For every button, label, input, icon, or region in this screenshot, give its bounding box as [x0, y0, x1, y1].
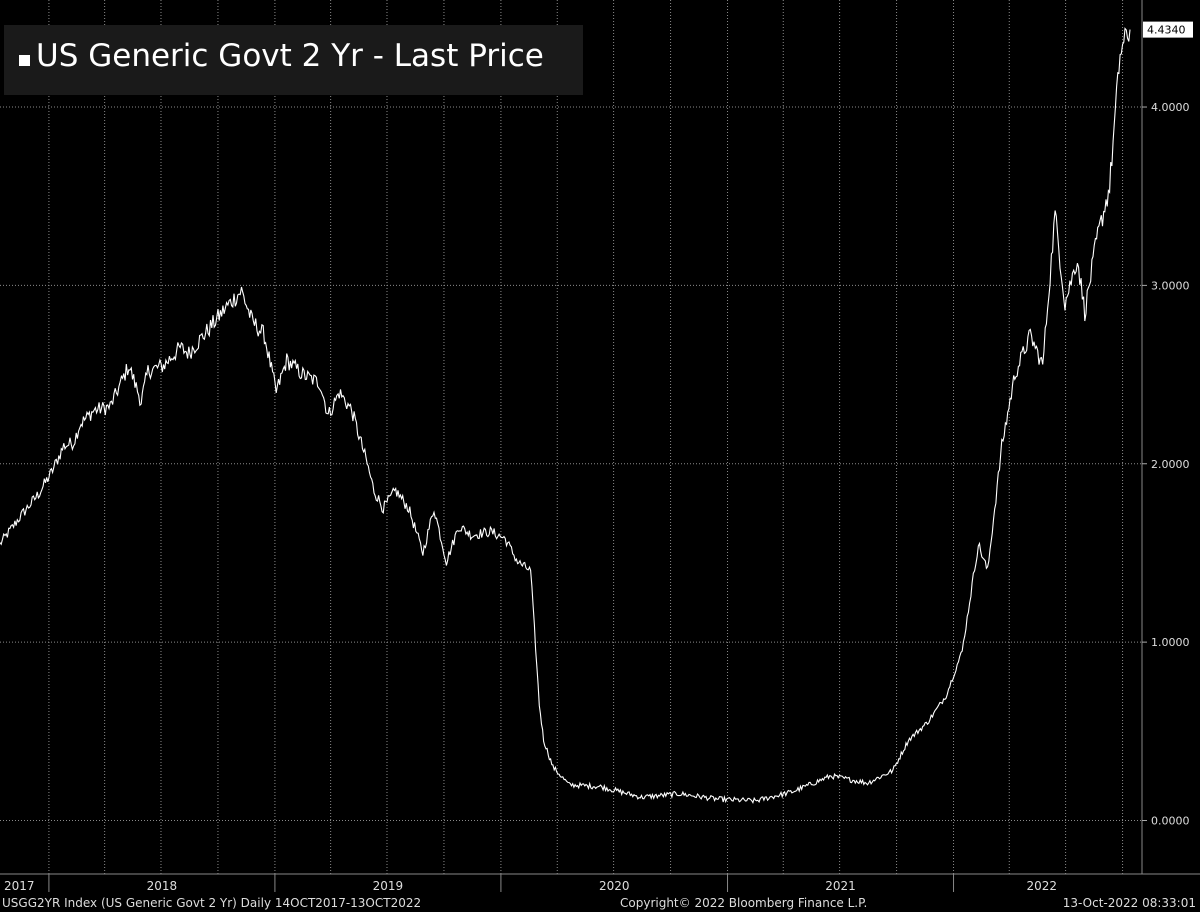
- y-tick-label: 3.0000: [1151, 279, 1190, 292]
- last-value-label: 4.4340: [1147, 24, 1186, 37]
- legend-swatch: [19, 55, 30, 66]
- series-layer: [0, 27, 1131, 804]
- footer-copyright: Copyright© 2022 Bloomberg Finance L.P.: [620, 896, 868, 910]
- x-tick-label: 2020: [599, 879, 630, 893]
- x-tick-label: 2022: [1026, 879, 1057, 893]
- footer-timestamp: 13-Oct-2022 08:33:01: [1062, 896, 1196, 910]
- y-tick-label: 0.0000: [1151, 814, 1190, 827]
- x-tick-label: 2021: [825, 879, 856, 893]
- legend-label: US Generic Govt 2 Yr - Last Price: [36, 38, 544, 74]
- footer: USGG2YR Index (US Generic Govt 2 Yr) Dai…: [0, 894, 1200, 912]
- legend: [4, 25, 583, 95]
- footer-security-info: USGG2YR Index (US Generic Govt 2 Yr) Dai…: [2, 896, 422, 910]
- x-tick-label: 2019: [373, 879, 404, 893]
- y-tick-label: 1.0000: [1151, 636, 1190, 649]
- x-tick-label: 2017: [4, 879, 35, 893]
- last-value-tag: [1143, 21, 1193, 38]
- y-tick-label: 4.0000: [1151, 101, 1190, 114]
- tick-labels: 0.0000 1.0000 2.0000 3.0000 4.0000 2017 2018 20…: [4, 21, 1193, 893]
- grid: [0, 0, 1142, 874]
- axes: [0, 0, 1200, 892]
- y-tick-label: 2.0000: [1151, 458, 1190, 471]
- series-line-0: [0, 27, 1131, 804]
- x-tick-label: 2018: [147, 879, 178, 893]
